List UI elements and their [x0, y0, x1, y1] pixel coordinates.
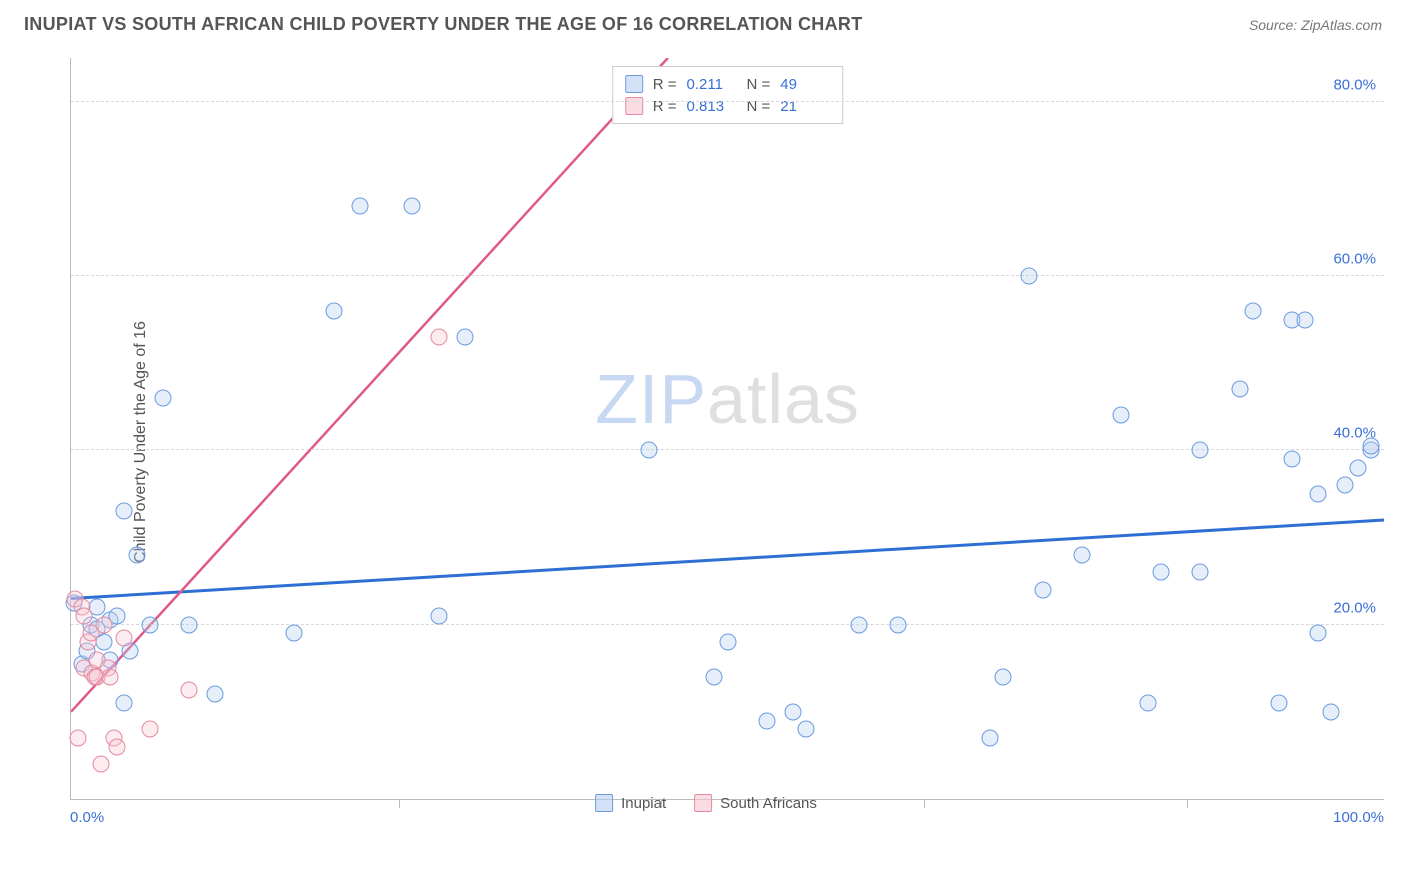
trend-line — [71, 58, 668, 712]
trend-line — [71, 520, 1384, 598]
data-point — [456, 328, 473, 345]
data-point — [1362, 437, 1379, 454]
y-tick-label: 60.0% — [1333, 250, 1376, 267]
data-point — [1021, 267, 1038, 284]
data-point — [76, 607, 93, 624]
data-point — [128, 546, 145, 563]
data-point — [995, 668, 1012, 685]
legend-label: South Africans — [720, 795, 817, 812]
data-point — [1310, 485, 1327, 502]
data-point — [1323, 703, 1340, 720]
legend-item: South Africans — [694, 794, 817, 812]
x-tick — [661, 800, 662, 808]
data-point — [1310, 625, 1327, 642]
x-tick — [399, 800, 400, 808]
source-attribution: Source: ZipAtlas.com — [1249, 17, 1382, 33]
data-point — [1297, 311, 1314, 328]
legend-label: Inupiat — [621, 795, 666, 812]
data-point — [1113, 407, 1130, 424]
data-point — [719, 634, 736, 651]
data-point — [430, 328, 447, 345]
trend-lines — [71, 58, 1384, 799]
data-point — [890, 616, 907, 633]
data-point — [758, 712, 775, 729]
legend-swatch — [595, 794, 613, 812]
data-point — [154, 390, 171, 407]
data-point — [115, 503, 132, 520]
data-point — [982, 729, 999, 746]
data-point — [181, 616, 198, 633]
data-point — [181, 682, 198, 699]
stats-row: R = 0.211 N = 49 — [625, 73, 831, 95]
data-point — [1074, 546, 1091, 563]
gridline — [71, 275, 1384, 276]
data-point — [1244, 302, 1261, 319]
x-tick-label: 0.0% — [70, 809, 104, 826]
gridline — [71, 449, 1384, 450]
y-tick-label: 20.0% — [1333, 599, 1376, 616]
stat-n-label: N = — [747, 76, 771, 93]
x-tick — [1187, 800, 1188, 808]
legend-swatch — [694, 794, 712, 812]
data-point — [1192, 564, 1209, 581]
data-point — [108, 738, 125, 755]
series-swatch — [625, 75, 643, 93]
data-point — [1336, 477, 1353, 494]
data-point — [850, 616, 867, 633]
data-point — [798, 721, 815, 738]
data-point — [115, 695, 132, 712]
data-point — [1034, 581, 1051, 598]
data-point — [93, 756, 110, 773]
legend-item: Inupiat — [595, 794, 666, 812]
data-point — [430, 607, 447, 624]
x-tick — [924, 800, 925, 808]
watermark: ZIPatlas — [595, 359, 860, 439]
data-point — [1152, 564, 1169, 581]
data-point — [69, 729, 86, 746]
stats-row: R =0.813N =21 — [625, 95, 831, 117]
data-point — [95, 616, 112, 633]
data-point — [404, 198, 421, 215]
gridline — [71, 101, 1384, 102]
correlation-stats-box: R = 0.211 N = 49 R =0.813N =21 — [612, 66, 844, 124]
data-point — [1231, 381, 1248, 398]
watermark-zip: ZIP — [595, 360, 707, 438]
data-point — [141, 616, 158, 633]
data-point — [325, 302, 342, 319]
data-point — [207, 686, 224, 703]
chart-title: INUPIAT VS SOUTH AFRICAN CHILD POVERTY U… — [24, 14, 863, 35]
data-point — [1284, 451, 1301, 468]
stat-n-value: 49 — [780, 76, 830, 93]
source-name: ZipAtlas.com — [1301, 17, 1382, 33]
data-point — [141, 721, 158, 738]
x-tick-label: 100.0% — [1333, 809, 1384, 826]
data-point — [1270, 695, 1287, 712]
data-point — [706, 668, 723, 685]
stat-r-value: 0.211 — [687, 76, 737, 93]
data-point — [1349, 459, 1366, 476]
data-point — [1192, 442, 1209, 459]
data-point — [785, 703, 802, 720]
series-legend: Inupiat South Africans — [595, 794, 817, 812]
data-point — [286, 625, 303, 642]
data-point — [102, 668, 119, 685]
stat-r-label: R = — [653, 76, 677, 93]
chart-header: INUPIAT VS SOUTH AFRICAN CHILD POVERTY U… — [0, 0, 1406, 45]
data-point — [1139, 695, 1156, 712]
chart-container: Child Poverty Under the Age of 16 ZIPatl… — [28, 50, 1384, 834]
plot-area: ZIPatlas R = 0.211 N = 49 R =0.813N =21 20.0… — [70, 58, 1384, 800]
watermark-atlas: atlas — [707, 360, 860, 438]
data-point — [351, 198, 368, 215]
gridline — [71, 624, 1384, 625]
source-prefix: Source: — [1249, 17, 1301, 33]
data-point — [640, 442, 657, 459]
y-tick-label: 80.0% — [1333, 76, 1376, 93]
data-point — [115, 629, 132, 646]
